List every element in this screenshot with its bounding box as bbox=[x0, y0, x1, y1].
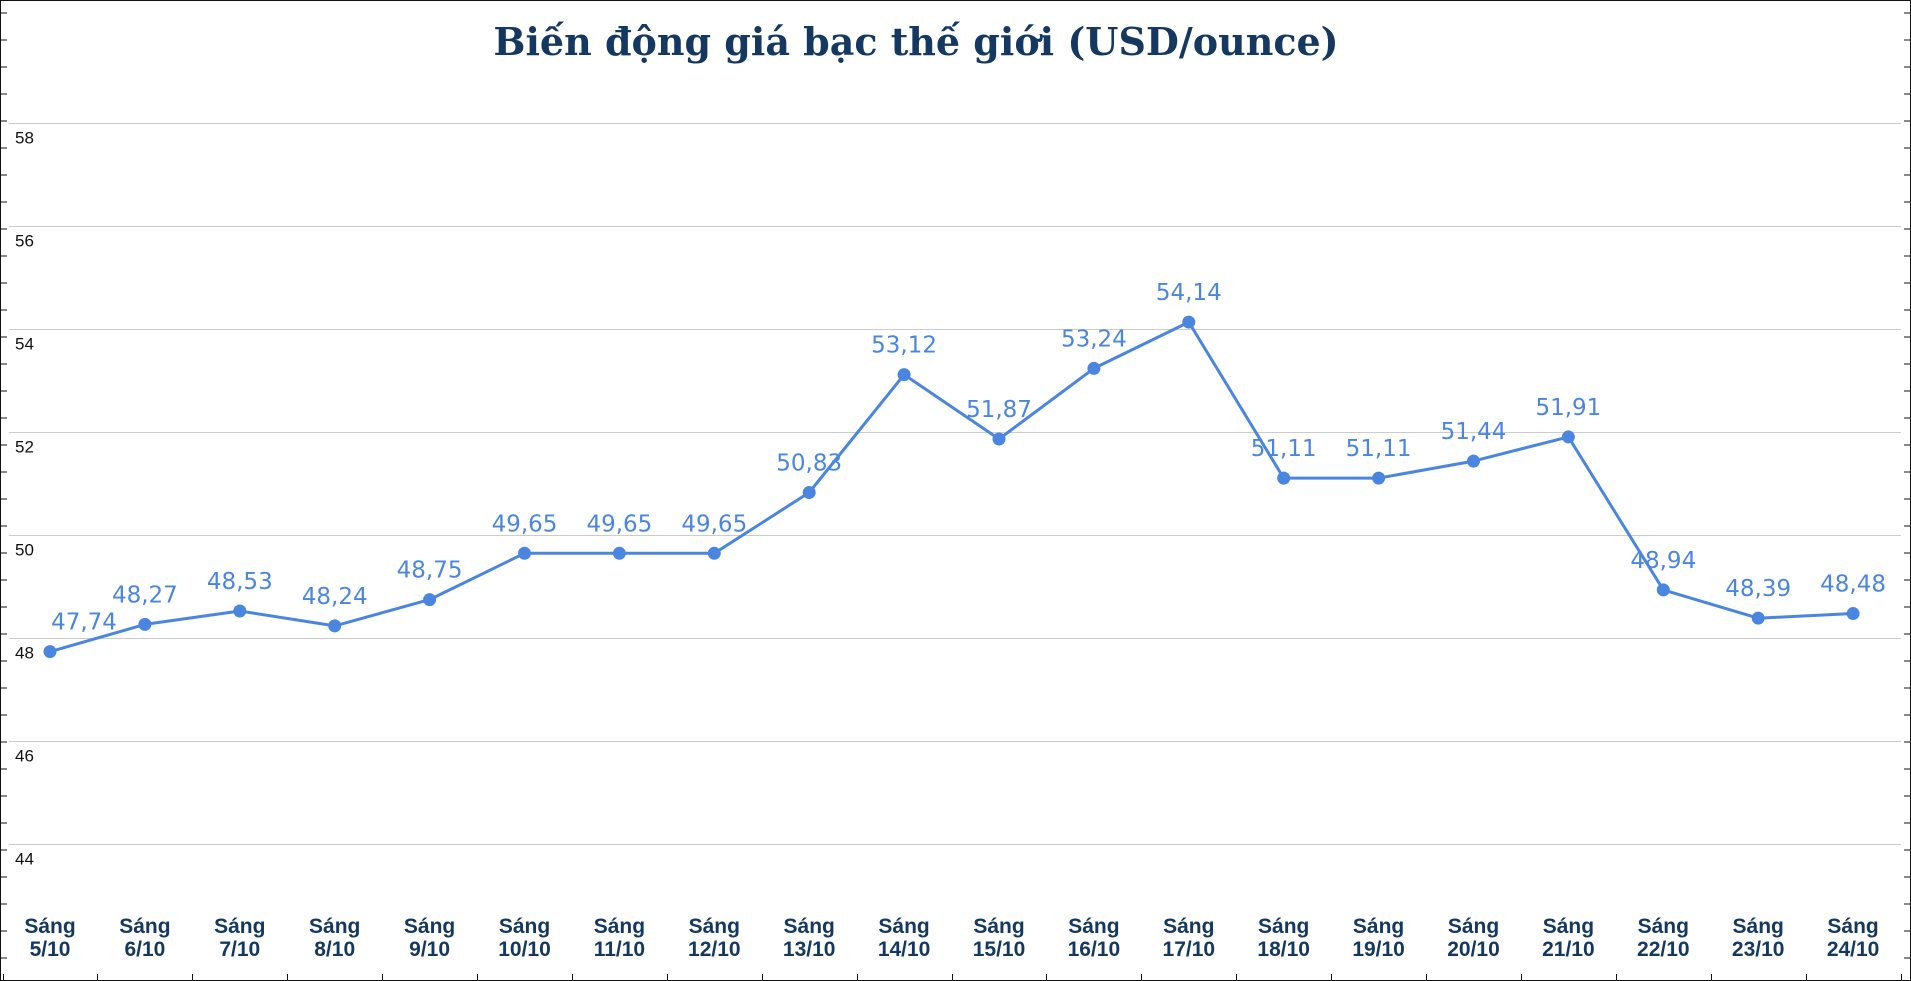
x-tick-label: 20/10 bbox=[1447, 938, 1500, 961]
x-tick-label: 16/10 bbox=[1068, 938, 1121, 961]
data-label: 51,11 bbox=[1251, 436, 1317, 462]
x-tick-label: Sáng bbox=[878, 915, 929, 938]
data-label: 51,11 bbox=[1346, 436, 1412, 462]
x-axis-labels: Sáng5/10Sáng6/10Sáng7/10Sáng8/10Sáng9/10… bbox=[24, 915, 1879, 961]
y-axis-ticks: 44 46 48 50 52 54 56 58 bbox=[15, 129, 34, 869]
data-label: 48,94 bbox=[1630, 548, 1696, 574]
x-tick-label: 8/10 bbox=[314, 938, 355, 961]
data-point bbox=[1467, 454, 1480, 468]
x-tick-label: 21/10 bbox=[1542, 938, 1595, 961]
data-point bbox=[1182, 315, 1196, 329]
x-tick-label: 6/10 bbox=[124, 938, 165, 961]
x-tick-label: 12/10 bbox=[688, 938, 741, 961]
data-label: 48,75 bbox=[397, 558, 463, 584]
data-label: 48,39 bbox=[1725, 576, 1791, 602]
data-label: 51,87 bbox=[966, 397, 1032, 423]
x-tick-label: 24/10 bbox=[1827, 938, 1880, 961]
x-tick-label: Sáng bbox=[1733, 915, 1784, 938]
y-tick-label: 46 bbox=[15, 747, 34, 766]
y-tick-label: 50 bbox=[15, 541, 34, 560]
series-line bbox=[49, 320, 1854, 654]
x-tick-label: 19/10 bbox=[1352, 938, 1405, 961]
data-label: 54,14 bbox=[1156, 280, 1222, 306]
x-tick-label: 22/10 bbox=[1637, 938, 1690, 961]
x-tick-label: 23/10 bbox=[1732, 938, 1785, 961]
data-point bbox=[1561, 430, 1575, 444]
data-point bbox=[802, 486, 816, 500]
data-label: 51,91 bbox=[1535, 395, 1601, 421]
data-point bbox=[328, 619, 342, 633]
data-point bbox=[43, 645, 57, 659]
x-tick-label: Sáng bbox=[1258, 915, 1309, 938]
x-tick-label: Sáng bbox=[1543, 915, 1594, 938]
data-label: 48,24 bbox=[302, 584, 368, 610]
data-label: 48,53 bbox=[207, 569, 273, 595]
x-tick-label: Sáng bbox=[24, 915, 75, 938]
data-label: 51,44 bbox=[1441, 419, 1507, 445]
y-tick-label: 54 bbox=[15, 335, 34, 354]
x-tick-label: 7/10 bbox=[219, 938, 260, 961]
data-point bbox=[518, 546, 531, 560]
data-label: 53,24 bbox=[1061, 326, 1127, 352]
x-tick-label: 9/10 bbox=[409, 938, 450, 961]
chart-title: Biến động giá bạc thế giới (USD/ounce) bbox=[493, 19, 1339, 64]
x-tick-label: Sáng bbox=[214, 915, 265, 938]
data-point bbox=[1656, 583, 1670, 597]
data-points bbox=[43, 315, 1860, 659]
y-tick-label: 56 bbox=[15, 232, 34, 251]
data-point bbox=[138, 617, 152, 631]
data-label: 47,74 bbox=[51, 610, 117, 636]
x-tick-label: 5/10 bbox=[30, 938, 71, 961]
x-tick-label: Sáng bbox=[119, 915, 170, 938]
x-tick-label: Sáng bbox=[784, 915, 835, 938]
data-point bbox=[612, 546, 626, 560]
data-point bbox=[1846, 607, 1860, 621]
data-label: 48,27 bbox=[112, 582, 178, 608]
x-tick-label: Sáng bbox=[1163, 915, 1214, 938]
x-tick-label: 11/10 bbox=[594, 938, 645, 961]
x-tick-label: Sáng bbox=[1638, 915, 1689, 938]
data-label: 49,65 bbox=[681, 511, 747, 537]
data-point bbox=[1372, 471, 1386, 485]
x-tick-label: 10/10 bbox=[498, 938, 551, 961]
data-point bbox=[1087, 361, 1101, 375]
x-tick-label: Sáng bbox=[689, 915, 740, 938]
data-label: 48,48 bbox=[1820, 572, 1886, 598]
series-line bbox=[49, 320, 1854, 654]
data-point bbox=[707, 546, 721, 560]
x-tick-label: 14/10 bbox=[878, 938, 931, 961]
data-label: 49,65 bbox=[586, 511, 652, 537]
data-point bbox=[1277, 471, 1291, 485]
data-point bbox=[423, 593, 437, 607]
data-label: 49,65 bbox=[492, 511, 558, 537]
x-tick-label: Sáng bbox=[1448, 915, 1499, 938]
data-label: 50,83 bbox=[776, 451, 842, 477]
x-tick-label: 13/10 bbox=[783, 938, 836, 961]
data-point bbox=[992, 432, 1006, 446]
data-point bbox=[897, 368, 911, 382]
x-tick-label: 15/10 bbox=[973, 938, 1026, 961]
x-tick-label: Sáng bbox=[404, 915, 455, 938]
y-tick-label: 58 bbox=[15, 129, 34, 148]
gridlines bbox=[9, 123, 1901, 845]
x-tick-label: Sáng bbox=[1068, 915, 1119, 938]
x-tick-label: Sáng bbox=[973, 915, 1024, 938]
x-tick-label: Sáng bbox=[594, 915, 645, 938]
data-label: 53,12 bbox=[871, 333, 937, 359]
edge-ticks bbox=[1, 12, 1910, 980]
y-tick-label: 48 bbox=[15, 644, 34, 663]
x-tick-label: Sáng bbox=[1353, 915, 1404, 938]
y-tick-label: 44 bbox=[15, 850, 34, 869]
x-tick-label: Sáng bbox=[1827, 915, 1878, 938]
data-point bbox=[233, 604, 247, 618]
x-tick-label: 17/10 bbox=[1163, 938, 1216, 961]
y-tick-label: 52 bbox=[15, 438, 34, 457]
x-tick-label: Sáng bbox=[499, 915, 550, 938]
x-tick-label: Sáng bbox=[309, 915, 360, 938]
x-tick-label: 18/10 bbox=[1257, 938, 1310, 961]
data-point bbox=[1751, 611, 1765, 625]
